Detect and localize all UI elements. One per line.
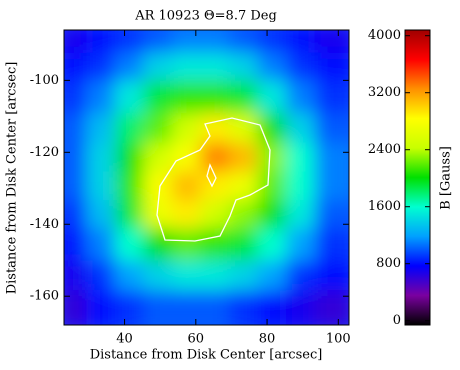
colorbar-tick-label: 4000 bbox=[368, 28, 401, 43]
chart-title: AR 10923 Θ=8.7 Deg bbox=[134, 9, 277, 24]
x-tick-label: 60 bbox=[188, 332, 205, 347]
x-axis-label: Distance from Disk Center [arcsec] bbox=[90, 348, 323, 363]
colorbar-tick-label: 2400 bbox=[368, 142, 401, 157]
heatmap bbox=[64, 30, 349, 325]
colorbar-label: B [Gauss] bbox=[439, 146, 454, 210]
y-axis-label: Distance from Disk Center [arcsec] bbox=[5, 62, 20, 295]
x-tick-label: 40 bbox=[116, 332, 133, 347]
colorbar-tick-label: 0 bbox=[393, 313, 401, 328]
colorbar-tick-label: 3200 bbox=[368, 85, 401, 100]
umbra-contour bbox=[156, 117, 271, 242]
plot-frame bbox=[63, 29, 350, 326]
y-tick-label: -160 bbox=[30, 289, 59, 304]
colorbar-tick-label: 800 bbox=[376, 256, 401, 271]
y-tick-label: -120 bbox=[30, 145, 59, 160]
y-tick-label: -100 bbox=[30, 73, 59, 88]
y-tick-label: -140 bbox=[30, 217, 59, 232]
colorbar bbox=[404, 29, 431, 326]
x-tick-label: 80 bbox=[259, 332, 276, 347]
colorbar-tick-label: 1600 bbox=[368, 199, 401, 214]
x-tick-label: 100 bbox=[326, 332, 351, 347]
